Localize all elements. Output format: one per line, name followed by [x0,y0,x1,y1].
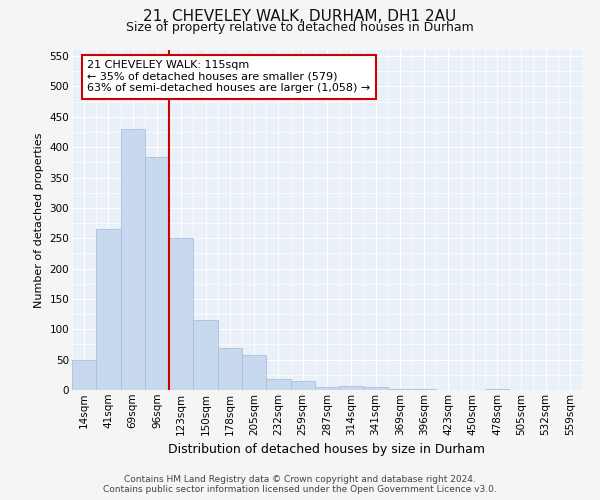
Y-axis label: Number of detached properties: Number of detached properties [34,132,44,308]
Bar [364,387,388,390]
Bar [145,158,169,390]
Bar [72,360,96,390]
Bar [266,379,290,390]
Bar [315,387,339,390]
Text: Contains HM Land Registry data © Crown copyright and database right 2024.
Contai: Contains HM Land Registry data © Crown c… [103,474,497,494]
Bar [96,229,121,390]
Text: Size of property relative to detached houses in Durham: Size of property relative to detached ho… [126,21,474,34]
Text: 21, CHEVELEY WALK, DURHAM, DH1 2AU: 21, CHEVELEY WALK, DURHAM, DH1 2AU [143,9,457,24]
Bar [218,348,242,390]
Bar [169,238,193,390]
Bar [193,320,218,390]
Bar [290,381,315,390]
Bar [242,355,266,390]
Bar [339,386,364,390]
Text: 21 CHEVELEY WALK: 115sqm
← 35% of detached houses are smaller (579)
63% of semi-: 21 CHEVELEY WALK: 115sqm ← 35% of detach… [88,60,371,94]
Bar [121,129,145,390]
Bar [485,389,509,390]
X-axis label: Distribution of detached houses by size in Durham: Distribution of detached houses by size … [169,443,485,456]
Bar [388,389,412,390]
Bar [412,389,436,390]
